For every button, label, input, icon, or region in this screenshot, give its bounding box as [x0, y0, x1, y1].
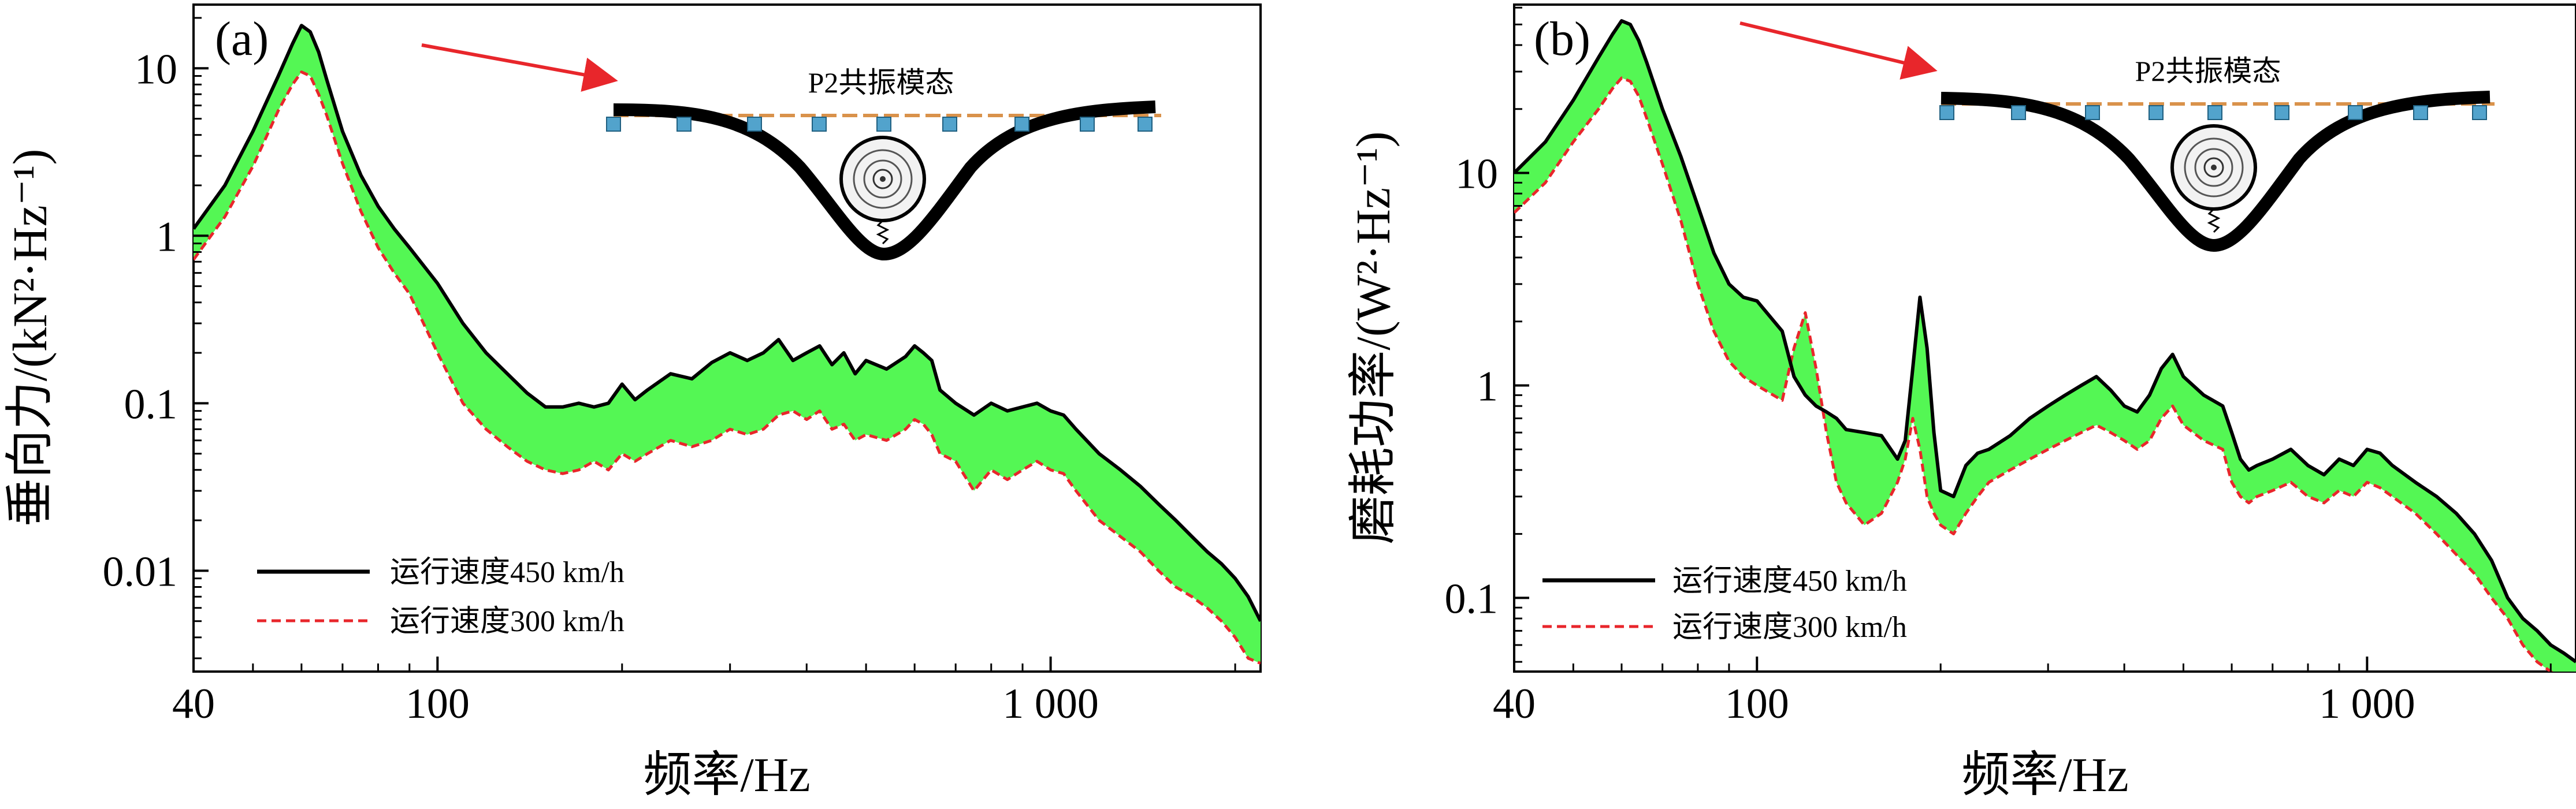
panel-a-legend: 运行速度450 km/h 运行速度300 km/h — [257, 556, 625, 638]
legend-label-300: 运行速度300 km/h — [390, 605, 625, 638]
panel-a-x-axis: 40 100 1 000 — [172, 657, 1236, 728]
x-tick-label: 40 — [1493, 680, 1536, 728]
panel-b-label: (b) — [1534, 12, 1590, 66]
panel-b-frame — [1513, 3, 2576, 673]
panel-a-label: (a) — [215, 12, 269, 66]
panel-b-inset: P2共振模态 — [1739, 21, 2495, 252]
y-tick-label: 0.1 — [1445, 575, 1499, 622]
panel-a-y-axis: 0.01 0.1 1 10 — [103, 17, 209, 659]
inset-arrow — [1739, 21, 1938, 80]
inset-title: P2共振模态 — [2135, 55, 2281, 87]
panel-b-xlabel: 频率/Hz — [1961, 748, 2128, 802]
deformed-rail — [613, 100, 1156, 261]
panel-b-ylabel: 磨耗功率/(W²·Hz⁻¹) — [1347, 131, 1400, 544]
panel-a: 40 100 1 000 0.01 0.1 1 10 (a) 频率/Hz 垂向力/(kN²… — [3, 3, 1262, 802]
panel-a-plot-area — [194, 24, 1261, 665]
series-line-450 — [1514, 19, 2576, 663]
series-line-300 — [1514, 76, 2553, 672]
sleepers — [1939, 105, 2487, 120]
series-band — [1514, 21, 2576, 672]
y-tick-label: 1 — [1477, 363, 1498, 410]
x-tick-label: 100 — [1725, 680, 1789, 728]
panel-a-frame — [192, 3, 1262, 673]
inset-title: P2共振模态 — [808, 66, 954, 99]
y-tick-label: 0.01 — [103, 548, 178, 595]
y-tick-label: 10 — [135, 46, 177, 93]
sleepers — [606, 117, 1153, 132]
x-tick-label: 100 — [406, 680, 470, 728]
legend-label-450: 运行速度450 km/h — [390, 556, 625, 589]
legend-label-450: 运行速度450 km/h — [1672, 565, 1907, 598]
x-tick-label: 40 — [172, 680, 215, 728]
panel-b-y-axis: 0.1 1 10 — [1445, 6, 1529, 663]
inset-arrow — [421, 43, 618, 92]
panel-a-inset: P2共振模态 — [421, 43, 1161, 261]
panel-a-xlabel: 频率/Hz — [643, 748, 810, 802]
series-line-450 — [194, 24, 1261, 622]
wheel-icon — [2170, 124, 2257, 233]
panel-b-plot-area — [1514, 19, 2576, 672]
panel-b-x-axis: 40 100 1 000 — [1493, 657, 2552, 728]
y-tick-label: 0.1 — [124, 381, 178, 428]
panel-b-legend: 运行速度450 km/h 运行速度300 km/h — [1542, 565, 1907, 644]
y-tick-label: 1 — [156, 213, 177, 260]
series-line-300 — [194, 70, 1261, 665]
x-tick-label: 1 000 — [1002, 680, 1099, 728]
legend-label-300: 运行速度300 km/h — [1672, 611, 1907, 644]
panel-a-ylabel: 垂向力/(kN²·Hz⁻¹) — [3, 149, 57, 527]
x-tick-label: 1 000 — [2319, 680, 2415, 728]
wheel-icon — [839, 136, 926, 245]
panel-b: 40 100 1 000 0.1 1 10 (b) 频率/Hz 磨耗功率/(W²·Hz⁻… — [1347, 3, 2576, 802]
y-tick-label: 10 — [1455, 151, 1498, 198]
